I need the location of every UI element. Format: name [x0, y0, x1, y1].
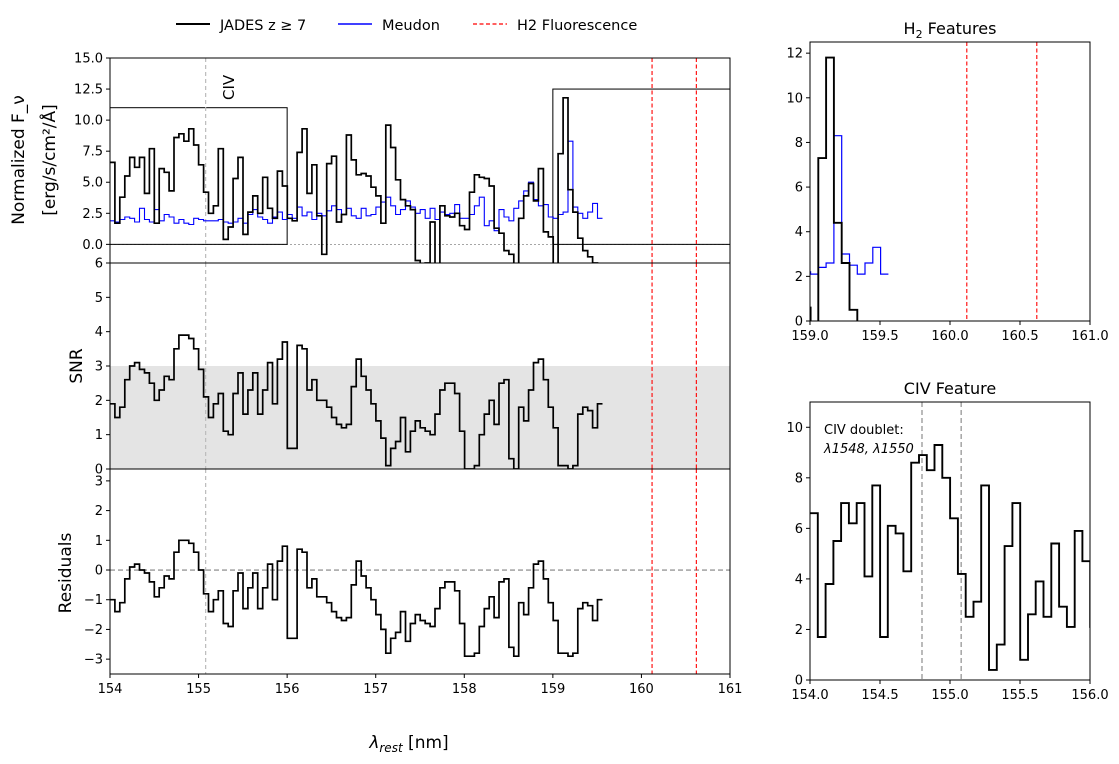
residuals-panel: −3 −2 −1 0 1 2 3 154 155 156 157 158 159 160 161 Resi… — [56, 468, 743, 697]
h2-zoom-ytick-label: 8 — [795, 136, 803, 151]
h2-zoom-ytick-label: 4 — [795, 225, 803, 240]
snr-ylabel: SNR — [67, 348, 87, 384]
snr-series — [110, 334, 603, 469]
civ-zoom-title: CIV Feature — [904, 379, 996, 398]
flux-ytick-label: 12.5 — [74, 83, 103, 98]
snr-ytick-label: 1 — [95, 428, 103, 443]
h2-zoom-ytick-label: 2 — [795, 270, 803, 285]
snr-ytick-label: 3 — [95, 360, 103, 375]
residuals-xtick-label: 158 — [452, 682, 477, 697]
civ-zoom-ytick-label: 0 — [795, 674, 803, 689]
residuals-xtick-label: 157 — [363, 682, 388, 697]
snr-ytick-label: 4 — [95, 325, 103, 340]
snr-ytick-label: 0 — [95, 463, 103, 478]
residuals-ytick-label: 1 — [95, 534, 103, 549]
legend-meudon-label: Meudon — [382, 18, 440, 34]
flux-ytick-label: 2.5 — [82, 207, 103, 222]
civ-zoom-panel: CIV Feature 0 2 4 6 8 10 154.0 154.5 155.0 155.5… — [786, 379, 1108, 703]
x-axis-label: λrest [nm] — [368, 733, 448, 755]
residuals-series — [110, 539, 603, 658]
civ-zoom-xtick-label: 155.0 — [931, 688, 968, 703]
civ-zoom-ytick-label: 10 — [786, 421, 803, 436]
h2-zoom-xtick-label: 159.0 — [791, 329, 828, 344]
flux-zoom-box-1 — [110, 107, 288, 245]
flux-panel: 0.0 2.5 5.0 7.5 10.0 12.5 15.0 CIV Normalized … — [9, 52, 731, 264]
residuals-xtick-label: 161 — [718, 682, 743, 697]
legend-h2-label: H2 Fluorescence — [517, 18, 637, 34]
flux-ytick-label: 7.5 — [82, 145, 103, 160]
h2-zoom-ytick-label: 6 — [795, 181, 803, 196]
civ-zoom-ytick-label: 8 — [795, 471, 803, 486]
legend-jades-label: JADES z ≥ 7 — [219, 18, 306, 34]
residuals-xtick-label: 156 — [275, 682, 300, 697]
snr-ytick-label: 6 — [95, 257, 103, 272]
civ-zoom-ytick-label: 4 — [795, 572, 803, 587]
civ-zoom-xtick-label: 154.0 — [791, 688, 828, 703]
residuals-xtick-label: 159 — [540, 682, 565, 697]
residuals-ytick-label: 3 — [95, 474, 103, 489]
residuals-xtick-label: 160 — [629, 682, 654, 697]
residuals-ytick-label: −3 — [84, 653, 103, 668]
residuals-panel-frame — [109, 468, 731, 675]
civ-zoom-ytick-label: 2 — [795, 623, 803, 638]
h2-zoom-frame — [809, 41, 1091, 322]
residuals-xtick-label: 154 — [98, 682, 123, 697]
civ-zoom-xtick-label: 156.0 — [1071, 688, 1108, 703]
h2-zoom-xtick-label: 160.5 — [1001, 329, 1038, 344]
flux-ytick-label: 5.0 — [82, 176, 103, 191]
h2-zoom-panel: H2 Features 0 2 4 6 8 10 12 159.0 159.5 160.0 160… — [786, 19, 1108, 344]
h2-zoom-ytick-label: 12 — [786, 47, 803, 62]
flux-ylabel-line2: [erg/s/cm²/Å] — [38, 104, 60, 216]
h2-zoom-xtick-label: 161.0 — [1071, 329, 1108, 344]
residuals-ylabel: Residuals — [56, 533, 76, 614]
residuals-ytick-label: 2 — [95, 504, 103, 519]
h2-zoom-ytick-label: 10 — [786, 91, 803, 106]
flux-zoom-box-2 — [552, 88, 730, 245]
legend: JADES z ≥ 7 Meudon H2 Fluorescence — [176, 18, 637, 34]
flux-ytick-label: 10.0 — [74, 114, 103, 129]
civ-annotation: CIV — [220, 74, 238, 100]
civ-zoom-jades-series — [810, 444, 1090, 671]
snr-panel: 0 1 2 3 4 5 6 SNR — [67, 257, 731, 478]
h2-zoom-ytick-label: 0 — [795, 315, 803, 330]
h2-zoom-xtick-label: 160.0 — [931, 329, 968, 344]
flux-ytick-label: 15.0 — [74, 52, 103, 67]
civ-zoom-xtick-label: 154.5 — [861, 688, 898, 703]
h2-zoom-xtick-label: 159.5 — [861, 329, 898, 344]
h2-zoom-title: H2 Features — [904, 19, 997, 41]
flux-ylabel-line1: Normalized F_ν — [9, 95, 29, 225]
civ-zoom-ytick-label: 6 — [795, 522, 803, 537]
civ-zoom-xtick-label: 155.5 — [1001, 688, 1038, 703]
civ-doublet-annotation-line1: CIV doublet: — [824, 423, 904, 438]
residuals-ytick-label: −1 — [84, 593, 103, 608]
flux-jades-series — [110, 96, 599, 263]
flux-meudon-series — [110, 140, 603, 232]
residuals-ytick-label: 0 — [95, 564, 103, 579]
snr-ytick-label: 5 — [95, 291, 103, 306]
flux-ytick-label: 0.0 — [82, 238, 103, 253]
civ-doublet-annotation-line2: λ1548, λ1550 — [823, 442, 914, 457]
residuals-ytick-label: −2 — [84, 623, 103, 638]
residuals-xtick-label: 155 — [186, 682, 211, 697]
snr-ytick-label: 2 — [95, 394, 103, 409]
